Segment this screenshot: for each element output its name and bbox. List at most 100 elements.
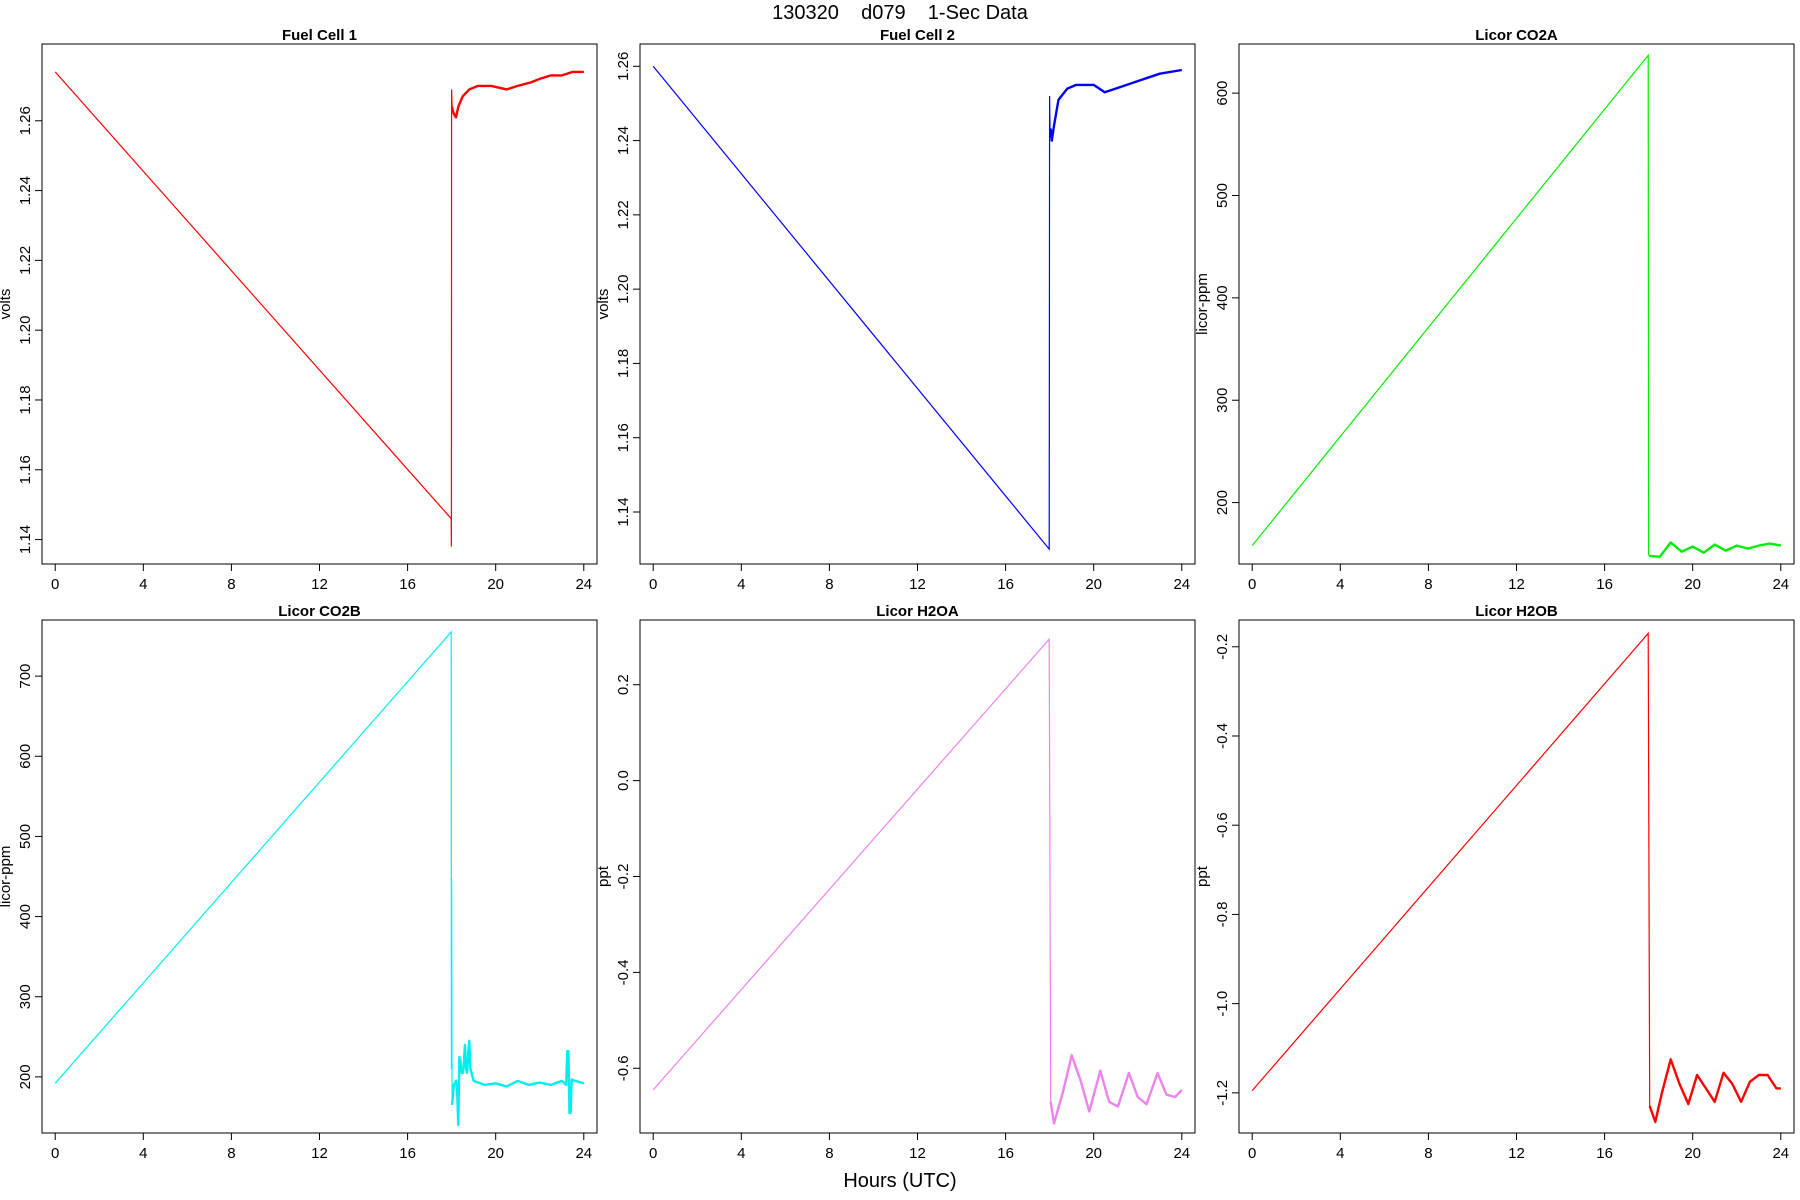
y-axis-label: ppt xyxy=(1194,865,1211,887)
x-tick-label: 12 xyxy=(1508,576,1525,593)
x-tick-label: 20 xyxy=(1684,576,1701,593)
chart-title: Licor CO2A xyxy=(1475,27,1558,44)
y-tick-label: -1.2 xyxy=(1214,1080,1231,1106)
y-tick-label: 200 xyxy=(1214,490,1231,515)
chart-panel-2: Fuel Cell 2 0 4 8 12 16 20 24 1.14 1.16 1.18 1.20 1.… xyxy=(595,27,1196,593)
page-title: 130320 d079 1-Sec Data xyxy=(772,2,1028,24)
y-tick-label: 1.16 xyxy=(615,423,632,452)
x-tick-label: 16 xyxy=(997,1145,1014,1162)
y-tick-label: 0.0 xyxy=(615,770,632,791)
chart-panel-5: Licor H2OA 0 4 8 12 16 20 24 -0.6 -0.4 -0.2 0.0 0.2 p… xyxy=(595,603,1196,1162)
x-tick-label: 20 xyxy=(487,1145,504,1162)
series-line xyxy=(1251,631,1781,1124)
y-tick-label: 700 xyxy=(17,664,34,689)
y-tick-label: -0.4 xyxy=(1214,723,1231,749)
series-line xyxy=(652,65,1182,551)
x-tick-label: 20 xyxy=(487,576,504,593)
chart-title: Fuel Cell 1 xyxy=(282,27,357,44)
chart-panel-3: Licor CO2A 0 4 8 12 16 20 24 200 300 400 500 600 lico… xyxy=(1194,27,1795,593)
x-tick-label: 16 xyxy=(399,1145,416,1162)
series-line-tail xyxy=(1648,1058,1781,1123)
series-line xyxy=(1251,53,1781,558)
chart-panel-4: Licor CO2B 0 4 8 12 16 20 24 200 300 400 500 600 700 l… xyxy=(0,603,598,1162)
y-tick-label: 1.16 xyxy=(17,455,34,484)
y-tick-label: -0.2 xyxy=(1214,634,1231,660)
x-tick-label: 20 xyxy=(1085,1145,1102,1162)
chart-title: Licor H2OA xyxy=(876,603,959,620)
plot-frame xyxy=(639,43,1196,565)
y-tick-label: 600 xyxy=(1214,81,1231,106)
y-tick-label: 300 xyxy=(1214,388,1231,413)
y-tick-label: -0.6 xyxy=(1214,812,1231,838)
chart-panel-6: Licor H2OB 0 4 8 12 16 20 24 -1.2 -1.0 -0.8 -0.6 -0.… xyxy=(1194,603,1795,1162)
plot-frame xyxy=(639,619,1196,1134)
x-tick-label: 24 xyxy=(1772,576,1789,593)
x-tick-label: 20 xyxy=(1085,576,1102,593)
y-tick-label: 1.14 xyxy=(615,497,632,526)
x-tick-label: 8 xyxy=(825,1145,833,1162)
x-tick-label: 24 xyxy=(1173,576,1190,593)
plot-frame xyxy=(41,43,598,565)
y-tick-label: 400 xyxy=(17,904,34,929)
y-tick-label: 500 xyxy=(1214,183,1231,208)
x-tick-label: 4 xyxy=(737,576,745,593)
y-tick-label: -0.8 xyxy=(1214,901,1231,927)
y-tick-label: 1.20 xyxy=(615,275,632,304)
y-tick-label: 600 xyxy=(17,744,34,769)
y-axis-label: volts xyxy=(595,289,612,320)
x-tick-label: 12 xyxy=(909,576,926,593)
x-tick-label: 16 xyxy=(997,576,1014,593)
y-axis-label: ppt xyxy=(595,865,612,887)
y-tick-label: -1.0 xyxy=(1214,991,1231,1017)
y-tick-label: 1.24 xyxy=(615,126,632,155)
y-tick-label: 1.18 xyxy=(17,385,34,414)
series-line-tail xyxy=(1048,68,1182,142)
x-tick-label: 8 xyxy=(227,1145,235,1162)
x-tick-label: 24 xyxy=(1173,1145,1190,1162)
chart-title: Fuel Cell 2 xyxy=(880,27,955,44)
y-tick-label: 1.22 xyxy=(17,246,34,275)
x-tick-label: 16 xyxy=(1596,1145,1613,1162)
chart-panel-1: Fuel Cell 1 0 4 8 12 16 20 24 1.14 1.16 1.18 1.20 1.… xyxy=(0,27,598,593)
y-tick-label: 1.26 xyxy=(615,52,632,81)
y-tick-label: 1.18 xyxy=(615,349,632,378)
series-line xyxy=(54,630,584,1126)
y-tick-label: 300 xyxy=(17,984,34,1009)
y-tick-label: -0.2 xyxy=(615,864,632,890)
y-tick-label: 1.26 xyxy=(17,106,34,135)
x-tick-label: 16 xyxy=(399,576,416,593)
series-line xyxy=(54,71,584,547)
chart-title: Licor H2OB xyxy=(1475,603,1558,620)
chart-title: Licor CO2B xyxy=(278,603,361,620)
x-tick-label: 4 xyxy=(1336,576,1344,593)
y-tick-label: 500 xyxy=(17,824,34,849)
x-tick-label: 8 xyxy=(1424,1145,1432,1162)
x-tick-label: 4 xyxy=(139,1145,147,1162)
y-axis-label: licor-ppm xyxy=(1194,273,1211,335)
x-tick-label: 0 xyxy=(51,1145,59,1162)
x-tick-label: 0 xyxy=(1248,1145,1256,1162)
y-tick-label: -0.6 xyxy=(615,1055,632,1081)
x-tick-label: 8 xyxy=(825,576,833,593)
y-tick-label: 0.2 xyxy=(615,674,632,695)
x-tick-label: 24 xyxy=(1772,1145,1789,1162)
x-tick-label: 0 xyxy=(649,576,657,593)
x-tick-label: 8 xyxy=(1424,576,1432,593)
series-line-tail xyxy=(1049,1054,1183,1125)
plot-frame xyxy=(41,619,598,1134)
x-tick-label: 24 xyxy=(575,1145,592,1162)
x-tick-label: 4 xyxy=(737,1145,745,1162)
x-tick-label: 12 xyxy=(311,1145,328,1162)
x-tick-label: 20 xyxy=(1684,1145,1701,1162)
series-line-tail xyxy=(1648,541,1782,558)
x-tick-label: 0 xyxy=(51,576,59,593)
x-tick-label: 0 xyxy=(649,1145,657,1162)
y-tick-label: 1.20 xyxy=(17,316,34,345)
x-tick-label: 0 xyxy=(1248,576,1256,593)
x-tick-label: 12 xyxy=(1508,1145,1525,1162)
y-tick-label: -0.4 xyxy=(615,959,632,985)
x-tick-label: 4 xyxy=(1336,1145,1344,1162)
x-tick-label: 4 xyxy=(139,576,147,593)
y-tick-label: 200 xyxy=(17,1064,34,1089)
